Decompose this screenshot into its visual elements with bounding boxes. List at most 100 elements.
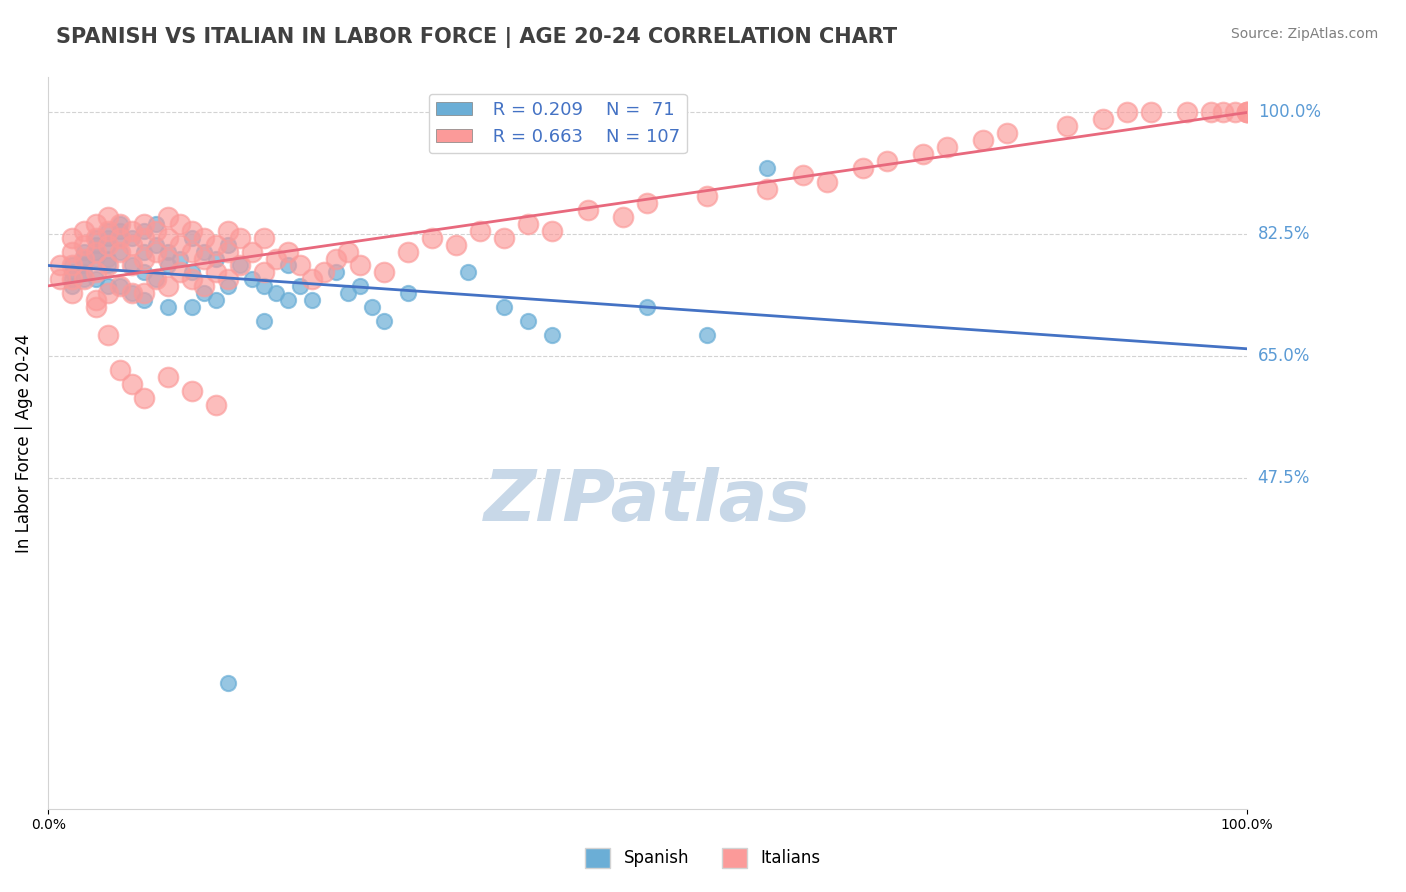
Text: 82.5%: 82.5% — [1258, 225, 1310, 244]
Point — [97, 224, 120, 238]
Point — [60, 272, 83, 286]
Point — [49, 259, 72, 273]
Point — [108, 230, 131, 244]
Point — [373, 265, 395, 279]
Point — [193, 230, 215, 244]
Point — [373, 314, 395, 328]
Point — [193, 279, 215, 293]
Point — [108, 217, 131, 231]
Point — [84, 272, 107, 286]
Point — [756, 182, 779, 196]
Point — [217, 279, 239, 293]
Point — [264, 252, 287, 266]
Point — [157, 252, 180, 266]
Point — [121, 230, 143, 244]
Point — [97, 286, 120, 301]
Point — [121, 259, 143, 273]
Point — [325, 265, 347, 279]
Point — [157, 230, 180, 244]
Point — [181, 300, 204, 314]
Point — [205, 398, 228, 412]
Point — [612, 210, 634, 224]
Text: ZIPatlas: ZIPatlas — [484, 467, 811, 536]
Point — [145, 217, 167, 231]
Point — [229, 259, 252, 273]
Point — [73, 252, 96, 266]
Point — [312, 265, 335, 279]
Point — [288, 259, 311, 273]
Point — [108, 279, 131, 293]
Point — [636, 195, 658, 210]
Point — [134, 286, 156, 301]
Point — [108, 244, 131, 259]
Point — [1236, 105, 1258, 120]
Point — [108, 217, 131, 231]
Point — [193, 286, 215, 301]
Point — [1115, 105, 1137, 120]
Point — [444, 237, 467, 252]
Point — [97, 259, 120, 273]
Point — [108, 244, 131, 259]
Point — [396, 244, 419, 259]
Point — [253, 279, 276, 293]
Point — [181, 244, 204, 259]
Point — [60, 259, 83, 273]
Point — [253, 265, 276, 279]
Point — [169, 217, 191, 231]
Point — [576, 202, 599, 217]
Point — [205, 293, 228, 308]
Point — [97, 259, 120, 273]
Point — [756, 161, 779, 175]
Point — [181, 230, 204, 244]
Point — [288, 279, 311, 293]
Point — [912, 147, 935, 161]
Text: 65.0%: 65.0% — [1258, 347, 1310, 365]
Point — [420, 230, 443, 244]
Point — [1091, 112, 1114, 127]
Point — [97, 224, 120, 238]
Y-axis label: In Labor Force | Age 20-24: In Labor Force | Age 20-24 — [15, 334, 32, 553]
Point — [121, 237, 143, 252]
Point — [229, 230, 252, 244]
Point — [1056, 119, 1078, 133]
Point — [540, 224, 562, 238]
Point — [181, 265, 204, 279]
Point — [540, 328, 562, 343]
Point — [229, 259, 252, 273]
Point — [145, 244, 167, 259]
Point — [97, 237, 120, 252]
Point — [60, 265, 83, 279]
Point — [145, 272, 167, 286]
Point — [253, 230, 276, 244]
Point — [360, 300, 382, 314]
Point — [277, 244, 299, 259]
Point — [1212, 105, 1234, 120]
Point — [468, 224, 491, 238]
Point — [301, 272, 323, 286]
Point — [277, 259, 299, 273]
Point — [169, 237, 191, 252]
Point — [193, 252, 215, 266]
Point — [145, 272, 167, 286]
Point — [73, 237, 96, 252]
Point — [169, 265, 191, 279]
Point — [157, 210, 180, 224]
Point — [193, 244, 215, 259]
Point — [325, 252, 347, 266]
Point — [217, 244, 239, 259]
Point — [336, 286, 359, 301]
Point — [73, 259, 96, 273]
Point — [852, 161, 875, 175]
Point — [97, 252, 120, 266]
Point — [349, 279, 371, 293]
Point — [134, 244, 156, 259]
Point — [84, 217, 107, 231]
Point — [253, 314, 276, 328]
Point — [145, 224, 167, 238]
Point — [696, 189, 718, 203]
Point — [73, 252, 96, 266]
Point — [97, 237, 120, 252]
Point — [516, 314, 538, 328]
Point — [97, 210, 120, 224]
Point — [240, 244, 263, 259]
